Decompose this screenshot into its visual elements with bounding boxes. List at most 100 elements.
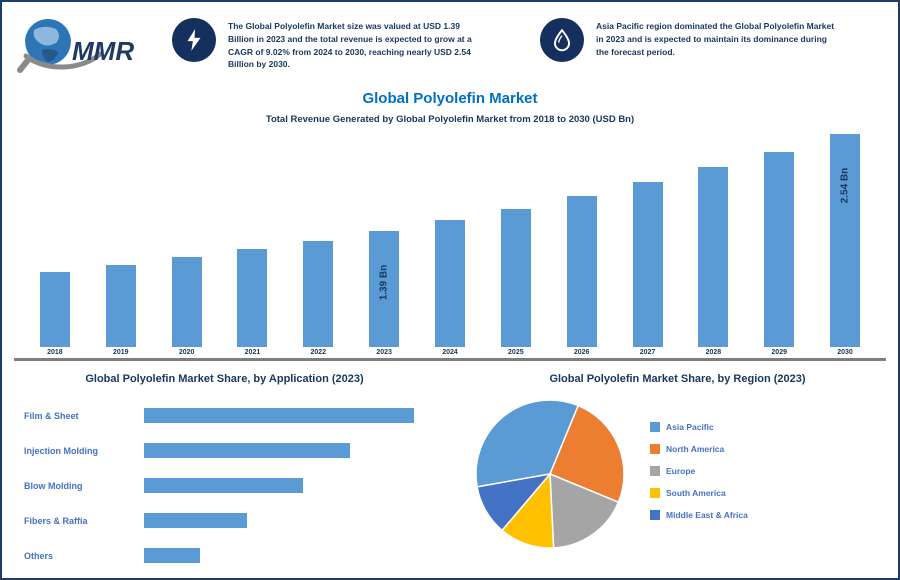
application-row: Others [24, 538, 459, 573]
bar-slot [220, 134, 286, 347]
application-bar [144, 408, 414, 423]
legend-label: Asia Pacific [666, 422, 714, 432]
application-row: Injection Molding [24, 433, 459, 468]
application-label: Injection Molding [24, 445, 98, 456]
application-bar [144, 443, 351, 458]
header-highlight-1: The Global Polyolefin Market size was va… [172, 18, 472, 71]
market-size-text: The Global Polyolefin Market size was va… [228, 21, 472, 70]
bar-slot [417, 134, 483, 347]
revenue-bar-chart: 1.39 Bn 2.54 Bn [22, 134, 878, 347]
application-bar-track [144, 548, 459, 563]
bar-slot [154, 134, 220, 347]
bar-slot [22, 134, 88, 347]
pie-slice-asia-pacific [475, 399, 580, 488]
legend-label: Middle East & Africa [666, 510, 748, 520]
application-label: Fibers & Raffia [24, 515, 88, 526]
bar-value-label: 1.39 Bn [378, 264, 390, 300]
pie-slice-middle-east-africa [476, 472, 552, 532]
region-chart-title: Global Polyolefin Market Share, by Regio… [549, 373, 806, 385]
bar-slot: 2.54 Bn [812, 134, 878, 347]
revenue-bar-2025 [500, 208, 531, 347]
revenue-bar-2029 [764, 151, 795, 347]
application-bar-track [144, 513, 459, 528]
application-bar-track [144, 443, 459, 458]
legend-item: Europe [650, 466, 748, 476]
legend-item: South America [650, 488, 748, 498]
x-axis-year: 2022 [310, 349, 327, 356]
revenue-bar-2024 [434, 219, 465, 347]
revenue-bar-2027 [632, 181, 663, 347]
revenue-bar-2020 [171, 257, 202, 347]
page-title: Global Polyolefin Market [362, 90, 538, 107]
revenue-bar-2030: 2.54 Bn [830, 134, 861, 347]
x-axis-year: 2018 [47, 349, 63, 356]
application-label: Film & Sheet [24, 410, 79, 421]
droplet-icon [553, 28, 571, 52]
x-axis-year: 2021 [244, 349, 261, 356]
bar-slot [285, 134, 351, 347]
pie-slice-europe [549, 472, 620, 549]
x-axis-year: 2030 [837, 349, 853, 356]
legend-label: South America [666, 488, 726, 498]
legend-swatch [650, 488, 660, 498]
x-axis-year: 2025 [508, 349, 524, 356]
x-axis-year: 2027 [639, 349, 656, 356]
application-label: Blow Molding [24, 480, 83, 491]
x-axis-year: 2029 [771, 349, 787, 356]
legend-swatch [650, 444, 660, 454]
x-axis-year: 2024 [442, 349, 458, 356]
logo-text: MMR [72, 36, 134, 66]
application-row: Film & Sheet [24, 398, 459, 433]
revenue-bar-2021 [237, 248, 268, 347]
mmr-logo: MMR [16, 10, 166, 80]
lightning-badge [172, 18, 216, 62]
bar-slot [746, 134, 812, 347]
revenue-bar-2022 [303, 240, 334, 347]
application-bar-track [144, 408, 459, 423]
revenue-bar-2026 [566, 195, 597, 347]
bar-slot [549, 134, 615, 347]
bar-slot [680, 134, 746, 347]
revenue-bar-2028 [698, 167, 729, 347]
globe-logo-icon: MMR [17, 19, 134, 73]
bar-value-label: 2.54 Bn [839, 167, 851, 204]
x-axis-year: 2020 [178, 349, 195, 356]
chart-subtitle: Total Revenue Generated by Global Polyol… [265, 114, 635, 125]
application-row: Blow Molding [24, 468, 459, 503]
application-row: Fibers & Raffia [24, 503, 459, 538]
application-bar [144, 478, 303, 493]
x-axis-year: 2028 [705, 349, 722, 356]
application-bar-track [144, 478, 459, 493]
legend-swatch [650, 466, 660, 476]
revenue-bar-2018 [39, 271, 70, 347]
legend-item: North America [650, 444, 748, 454]
application-bar-chart: Film & Sheet Injection Molding Blow Moldin… [24, 398, 459, 573]
application-bar [144, 513, 248, 528]
application-bar [144, 548, 200, 563]
x-axis-year: 2023 [376, 349, 392, 356]
revenue-bar-2023: 1.39 Bn [369, 230, 400, 347]
bar-slot: 1.39 Bn [351, 134, 417, 347]
region-dominance-text: Asia Pacific region dominated the Global… [596, 21, 835, 57]
bar-slot [483, 134, 549, 347]
pie-slice-north-america [549, 404, 625, 504]
revenue-bar-2019 [105, 264, 136, 347]
bar-slot [615, 134, 681, 347]
header-highlight-2: Asia Pacific region dominated the Global… [540, 18, 840, 62]
region-pie-chart [470, 394, 630, 554]
legend-label: Europe [666, 466, 696, 476]
legend-label: North America [666, 444, 725, 454]
lightning-icon [187, 29, 201, 51]
legend-item: Asia Pacific [650, 422, 748, 432]
region-legend: Asia Pacific North America Europe South Ame… [650, 422, 748, 532]
legend-item: Middle East & Africa [650, 510, 748, 520]
x-axis-year: 2026 [573, 349, 590, 356]
legend-swatch [650, 422, 660, 432]
droplet-badge [540, 18, 584, 62]
x-axis-year: 2019 [112, 349, 129, 356]
application-label: Others [24, 550, 54, 561]
region-pie-svg [475, 399, 625, 549]
revenue-bar-years: 2018 2019 2020 2021 2022 2023 2024 2025 2026 2027… [22, 349, 878, 356]
bar-slot [88, 134, 154, 347]
